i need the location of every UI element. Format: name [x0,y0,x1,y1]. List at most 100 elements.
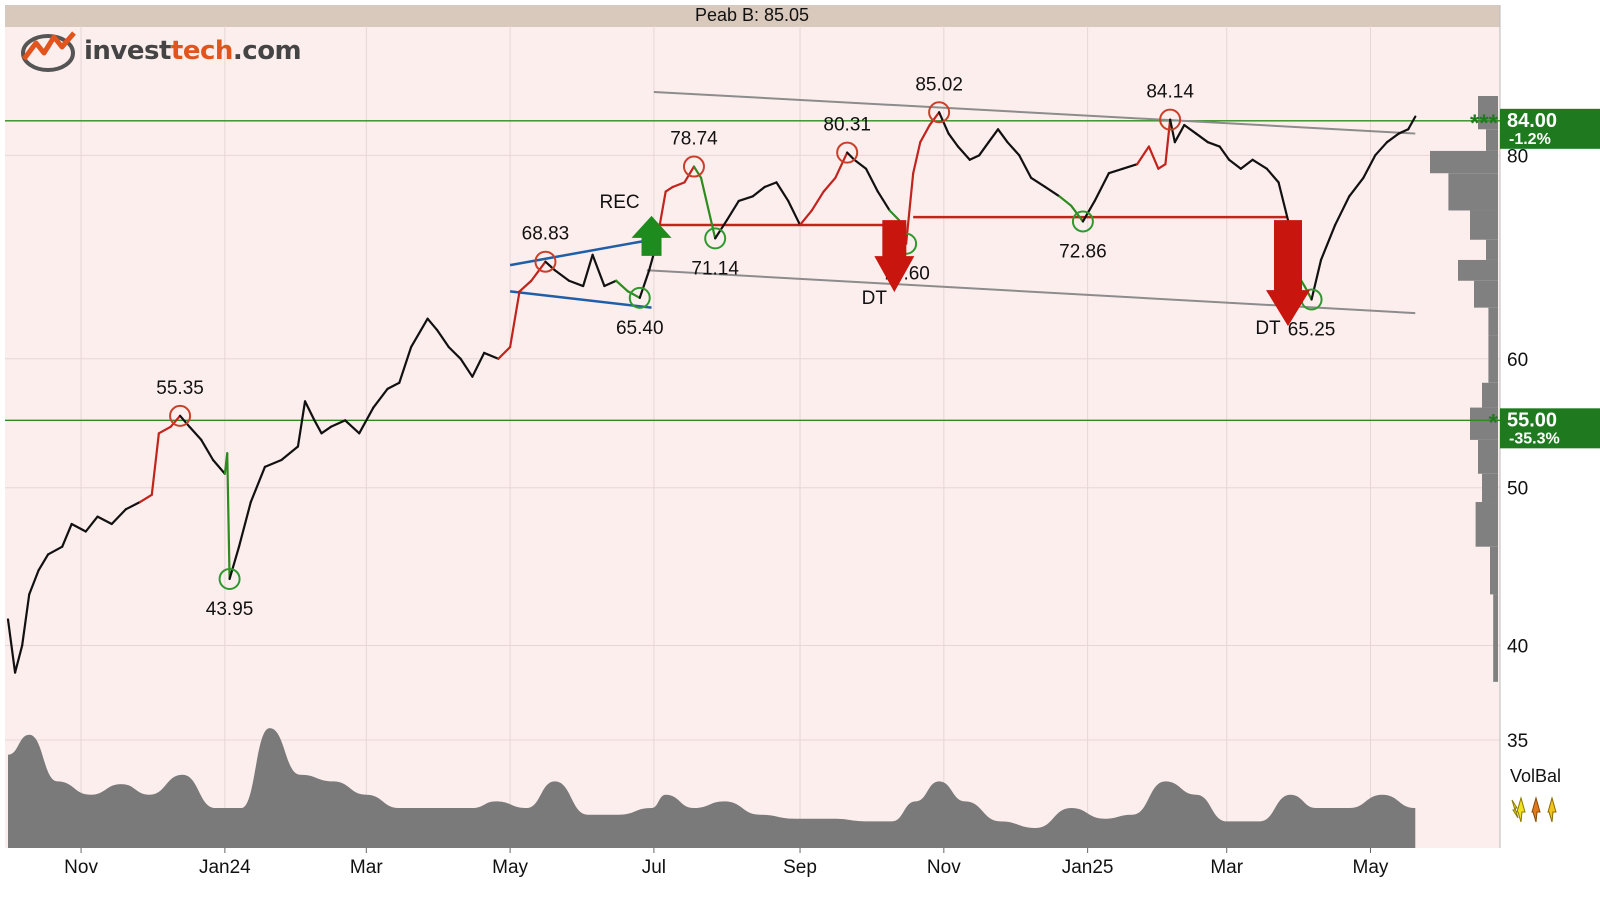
price-segment [725,199,740,222]
distribution-bar [1470,210,1498,240]
x-tick-label: Jul [642,857,666,878]
price-segment [638,269,651,299]
distribution-bar [1486,129,1498,151]
top-marker [928,101,951,124]
price-segment [1239,158,1254,170]
extreme-label: 85.02 [915,74,963,95]
price-segment [763,181,778,189]
price-segment [296,400,307,448]
price-segment [1147,145,1160,170]
price-segment [372,387,389,409]
price-segment [70,522,87,533]
price-segment [6,618,17,674]
brand-name-accent: tech [170,36,233,66]
extreme-label: 55.35 [156,378,204,399]
price-segment [178,414,191,428]
price-segment [1093,172,1110,203]
distribution-bar [1486,239,1498,260]
price-segment [313,419,323,435]
extreme-label: 65.40 [616,318,664,339]
price-segment [110,508,127,526]
price-segment [471,351,486,378]
price-segment [211,458,226,475]
plot-background [5,26,1500,848]
x-tick-label: Jan24 [199,857,251,878]
price-segment [1334,195,1351,227]
price-segment [447,346,462,360]
price-segment [386,381,401,390]
price-segment [200,438,215,462]
price-segment [21,593,31,647]
extreme-markers-layer: 55.3543.9568.8365.4078.7471.1480.3170.60… [156,74,1335,620]
distribution-bar [1488,335,1498,383]
price-segment [1081,199,1096,223]
price-segment [1348,176,1365,198]
extreme-label: 65.25 [1288,319,1336,340]
top-marker [169,404,192,427]
price-segment [1218,145,1231,161]
price-segment [1397,128,1410,135]
volbal-arrows-icon [1511,796,1557,823]
extreme-label: 78.74 [670,129,718,150]
distribution-bar [1458,259,1498,281]
price-segment [280,445,300,462]
price-tag-layer: 84.00-1.2% *** 55.00-35.3% * [1470,108,1600,449]
header-bar [5,5,1500,27]
price-segment [124,500,142,511]
price-tag-box [1500,108,1600,149]
price-segment [1164,118,1172,166]
price-segment [96,515,113,526]
price-segment [508,290,521,349]
price-segment [956,145,971,161]
price-segment [919,123,931,144]
price-segment [435,328,450,349]
signal-label: DT [1255,318,1281,339]
price-segment [888,209,901,222]
price-segment [603,279,618,288]
price-segment [1183,123,1198,135]
price-segment [846,151,856,161]
price-segment [320,425,333,435]
price-segment [1385,132,1400,144]
price-segment [1265,167,1280,184]
distribution-bar [1482,473,1498,503]
y-tick-label: 35 [1507,731,1528,752]
price-segment [737,195,754,203]
price-segment [1044,185,1061,198]
price-segment [996,128,1009,144]
price-tag-change: -35.3% [1509,430,1560,447]
signal-label: DT [862,288,888,309]
price-segment [1157,163,1167,170]
volbal-label: VolBal [1510,766,1561,786]
price-segment [1362,154,1377,179]
price-segment [37,553,50,572]
sell-signal-arrow [1265,220,1310,327]
price-segment [263,458,283,468]
price-segment [1206,141,1221,148]
price-segment [1227,158,1242,170]
x-tick-label: Nov [64,857,98,878]
extreme-label: 84.14 [1146,82,1194,103]
distribution-bar [1490,546,1498,595]
price-segment [228,545,241,581]
extreme-label: 43.95 [206,599,254,620]
formation-line [509,238,652,267]
distribution-bar [1475,502,1498,547]
price-segment [664,185,674,193]
price-segment [822,176,837,193]
price-segment [905,172,915,245]
price-segment [787,199,802,227]
price-segment [1194,132,1209,144]
bottom-marker [628,286,651,309]
extreme-label: 68.83 [522,224,570,245]
price-segment [426,317,439,332]
bottom-marker [704,227,727,250]
price-segment [343,419,361,435]
price-segment [497,346,512,360]
x-tick-label: Sep [783,857,817,878]
price-segment [553,269,571,282]
price-segment [188,425,203,441]
price-segment [853,158,868,170]
x-tick-label: Nov [927,857,961,878]
